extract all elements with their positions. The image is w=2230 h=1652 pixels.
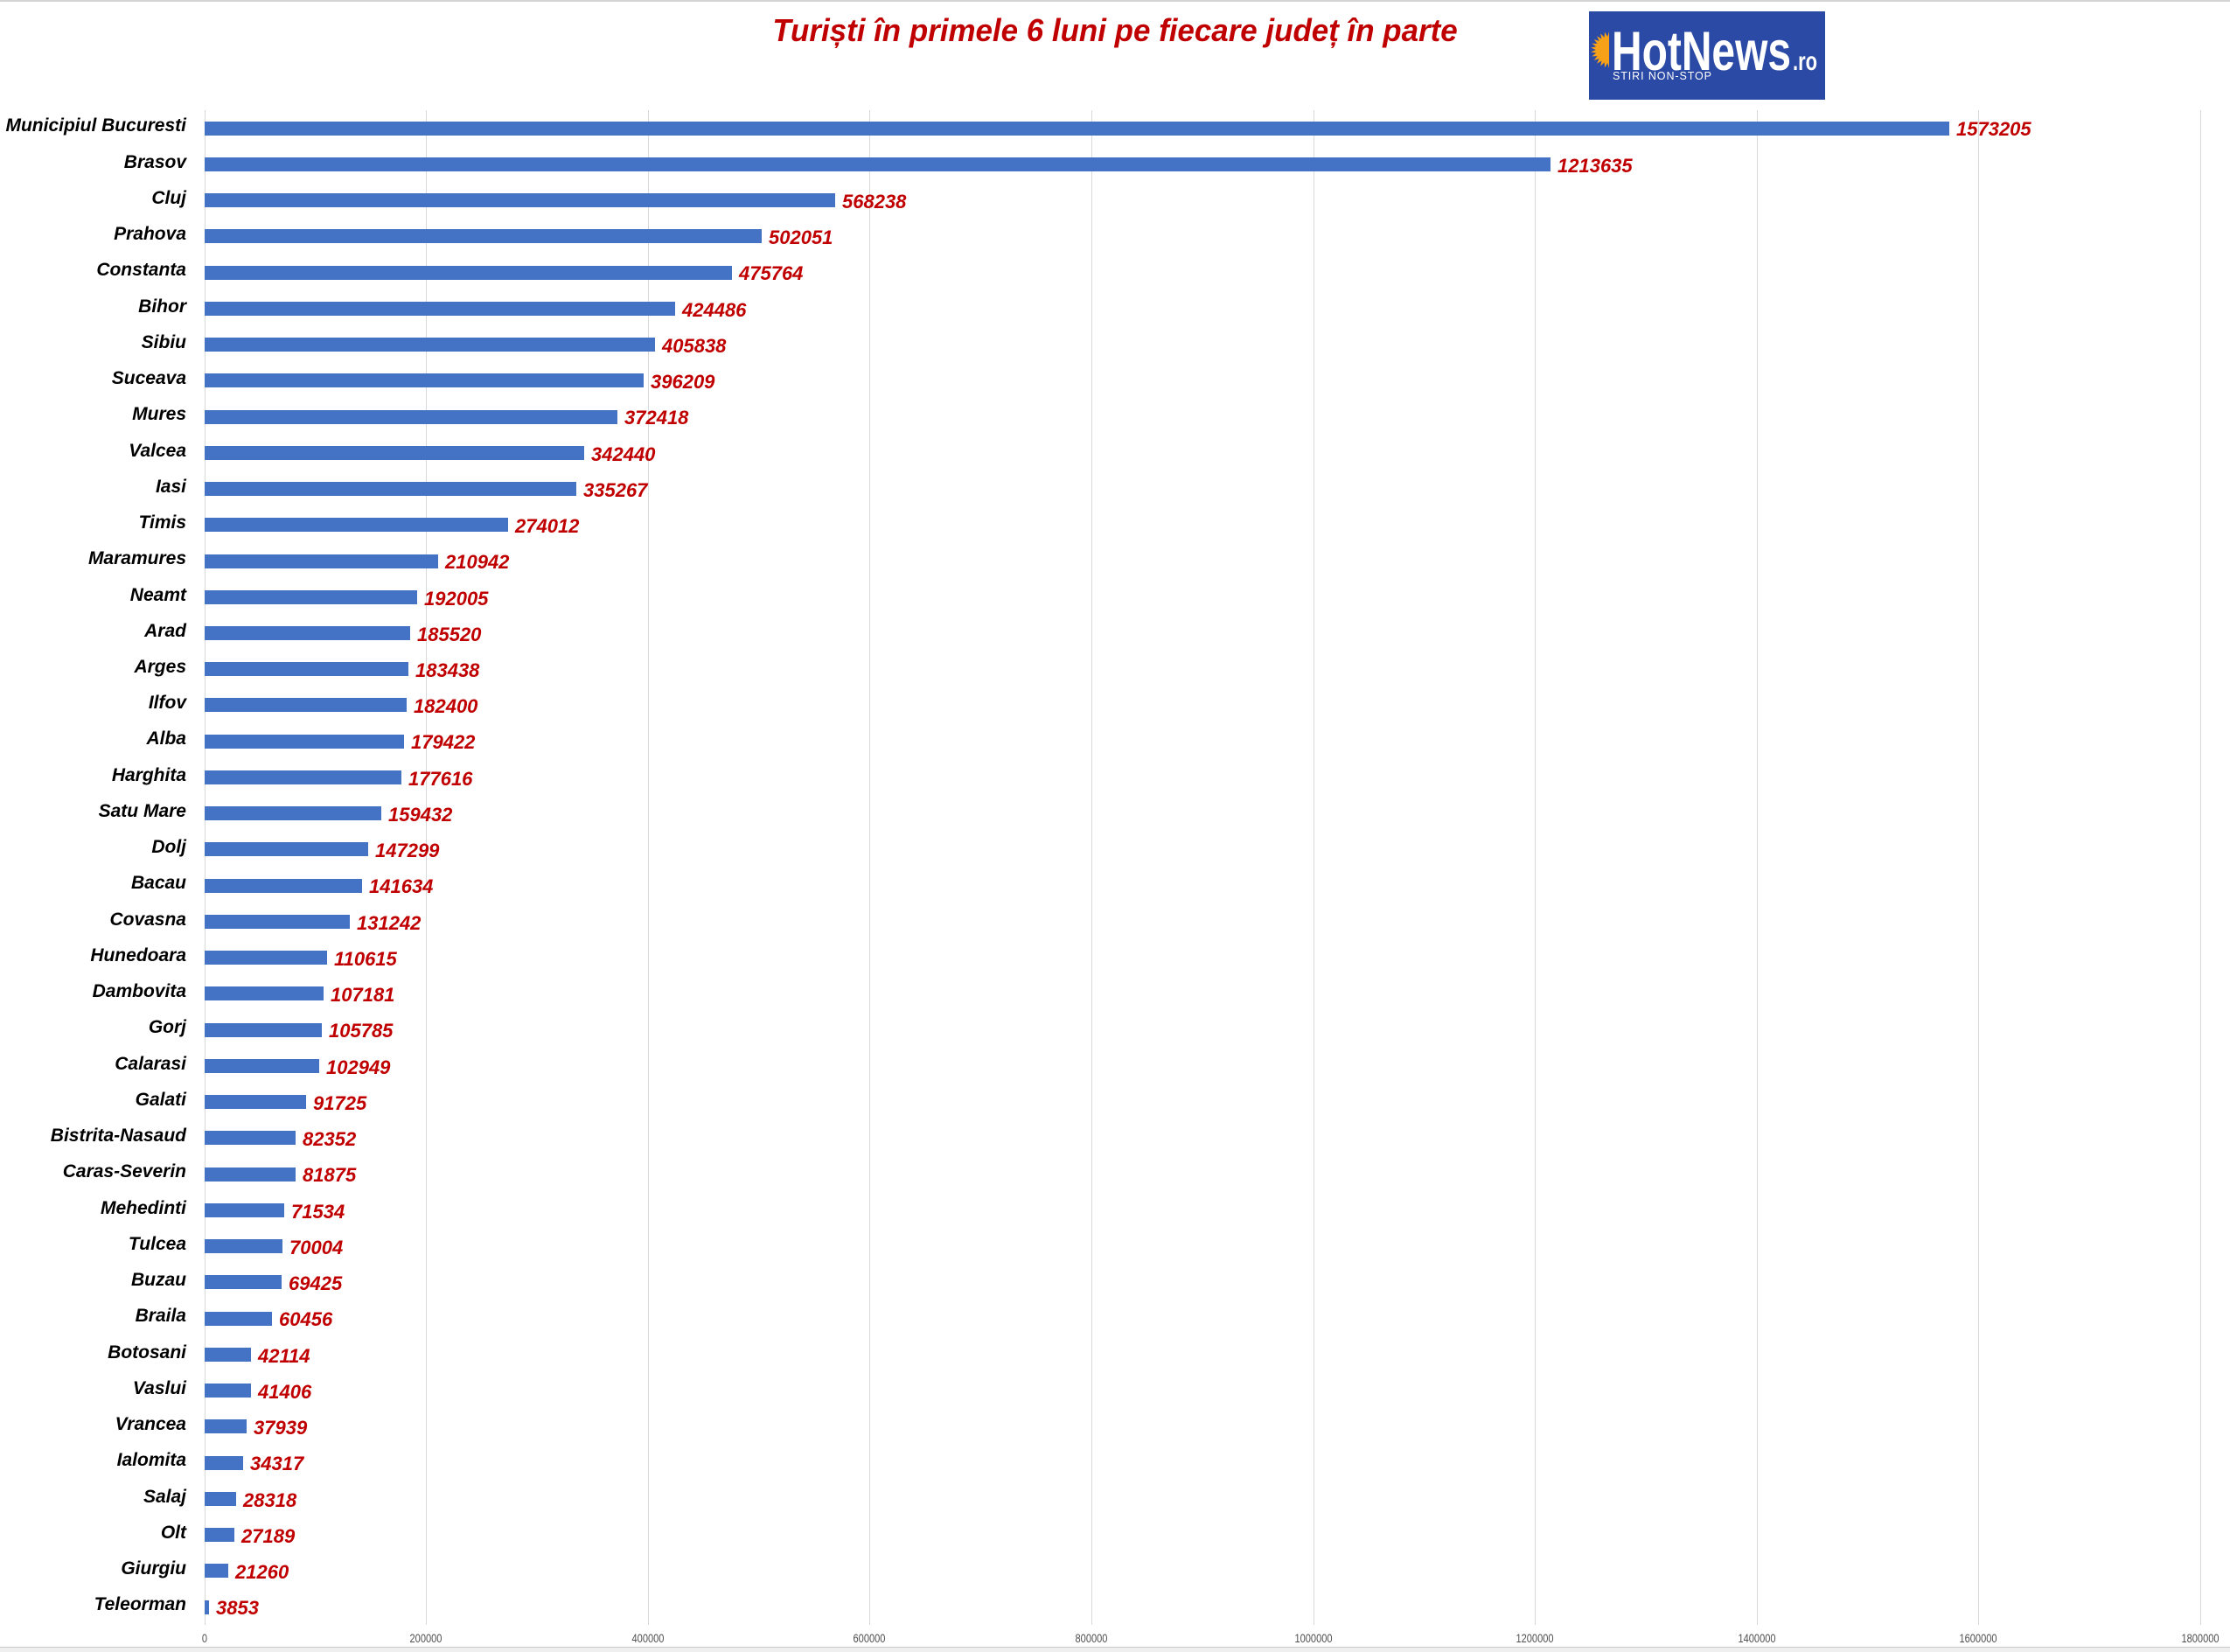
svg-text:STIRI NON-STOP: STIRI NON-STOP: [1613, 70, 1711, 82]
svg-text:.ro: .ro: [1793, 47, 1817, 76]
svg-text:HotNews: HotNews: [1612, 21, 1791, 82]
